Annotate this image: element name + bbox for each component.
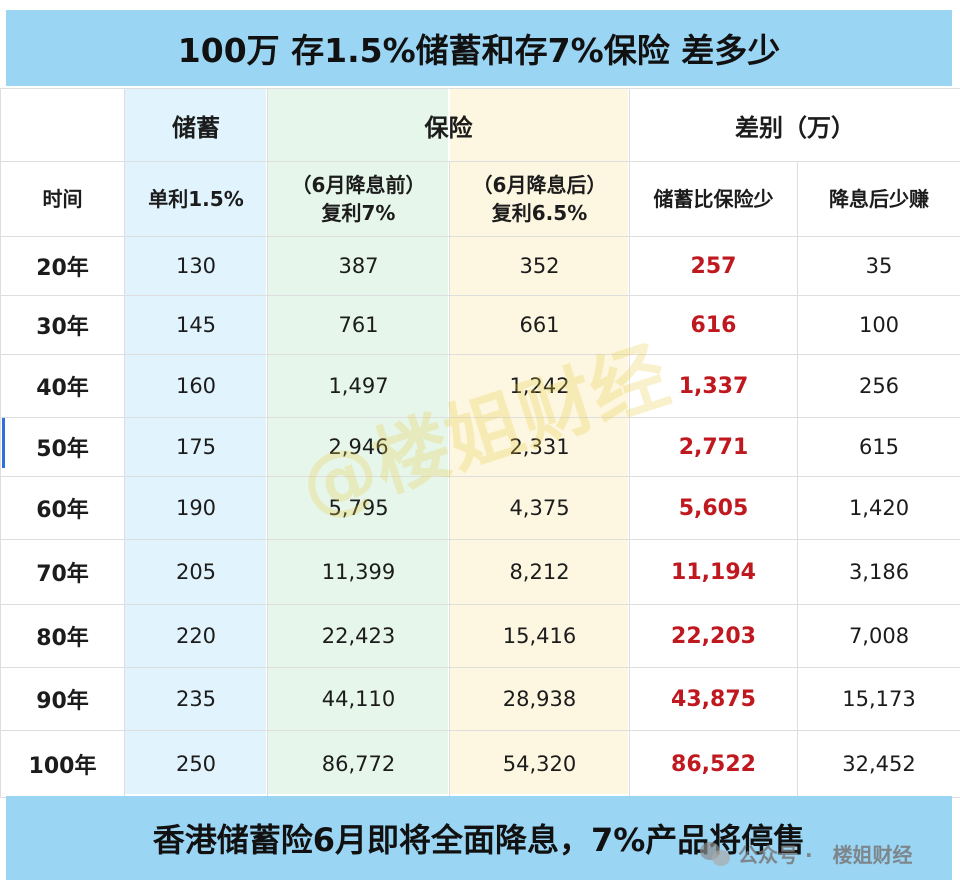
col-header-insurance-before-line1: （6月降息前） — [291, 173, 426, 197]
row-diff-cut-cell: 1,420 — [797, 476, 960, 540]
row-insurance-before-cell: 761 — [267, 295, 450, 355]
row-diff-less-cell: 2,771 — [629, 417, 798, 477]
row-insurance-after-cell: 352 — [449, 236, 630, 296]
col-header-insurance-after-line1: （6月降息后） — [472, 173, 607, 197]
row-savings-cell: 250 — [124, 730, 268, 798]
table-row: 30年 145 761 661 616 100 — [0, 295, 960, 355]
brand-watermark: 公众号 · 楼姐财经 — [700, 838, 913, 868]
footer-banner: 香港储蓄险6月即将全面降息，7%产品将停售 — [6, 796, 952, 880]
row-savings-cell: 220 — [124, 604, 268, 668]
row-savings-cell: 205 — [124, 539, 268, 605]
row-time-cell: 50年 — [0, 417, 125, 477]
row-time-cell: 90年 — [0, 667, 125, 731]
row-time-cell: 60年 — [0, 476, 125, 540]
row-savings-cell: 190 — [124, 476, 268, 540]
row-diff-cut-cell: 15,173 — [797, 667, 960, 731]
col-header-insurance-before-line2: 复利7% — [321, 201, 396, 225]
table-row: 60年 190 5,795 4,375 5,605 1,420 — [0, 476, 960, 540]
row-time-cell: 30年 — [0, 295, 125, 355]
row-insurance-after-cell: 1,242 — [449, 354, 630, 418]
row-insurance-before-cell: 1,497 — [267, 354, 450, 418]
group-header-diff: 差别（万） — [629, 88, 960, 162]
row-insurance-after-cell: 15,416 — [449, 604, 630, 668]
row-diff-cut-cell: 32,452 — [797, 730, 960, 798]
row-diff-less-cell: 11,194 — [629, 539, 798, 605]
table-row: 40年 160 1,497 1,242 1,337 256 — [0, 354, 960, 418]
empty-corner-cell — [0, 88, 125, 162]
table-row: 70年 205 11,399 8,212 11,194 3,186 — [0, 539, 960, 605]
row-diff-less-cell: 43,875 — [629, 667, 798, 731]
brand-prefix: 公众号 · — [738, 842, 813, 867]
row-diff-cut-cell: 100 — [797, 295, 960, 355]
group-header-savings: 储蓄 — [124, 88, 268, 162]
row-insurance-after-cell: 4,375 — [449, 476, 630, 540]
row-diff-less-cell: 257 — [629, 236, 798, 296]
brand-name: 楼姐财经 — [832, 842, 913, 867]
group-header-row: 储蓄 保险 差别（万） — [0, 88, 960, 162]
row-insurance-before-cell: 86,772 — [267, 730, 450, 798]
row-diff-less-cell: 86,522 — [629, 730, 798, 798]
wechat-icon — [700, 838, 730, 868]
row-insurance-before-cell: 44,110 — [267, 667, 450, 731]
row-insurance-before-cell: 2,946 — [267, 417, 450, 477]
row-insurance-after-cell: 8,212 — [449, 539, 630, 605]
row-diff-less-cell: 5,605 — [629, 476, 798, 540]
row-insurance-before-cell: 5,795 — [267, 476, 450, 540]
row-time-cell: 80年 — [0, 604, 125, 668]
row-savings-cell: 145 — [124, 295, 268, 355]
col-header-savings: 单利1.5% — [124, 161, 268, 237]
row-insurance-after-cell: 661 — [449, 295, 630, 355]
row-savings-cell: 160 — [124, 354, 268, 418]
col-header-insurance-after: （6月降息后） 复利6.5% — [449, 161, 630, 237]
comparison-table: 储蓄 保险 差别（万） 时间 单利1.5% （6月降息前） 复利7% （6月降息… — [0, 88, 960, 798]
row-diff-cut-cell: 3,186 — [797, 539, 960, 605]
table-row: 100年 250 86,772 54,320 86,522 32,452 — [0, 730, 960, 798]
row-savings-cell: 175 — [124, 417, 268, 477]
row-time-cell: 100年 — [0, 730, 125, 798]
table-row: 80年 220 22,423 15,416 22,203 7,008 — [0, 604, 960, 668]
row-time-cell: 40年 — [0, 354, 125, 418]
row-diff-less-cell: 22,203 — [629, 604, 798, 668]
col-header-insurance-after-line2: 复利6.5% — [491, 201, 588, 225]
row-insurance-before-cell: 11,399 — [267, 539, 450, 605]
row-insurance-before-cell: 387 — [267, 236, 450, 296]
table-row: 50年 175 2,946 2,331 2,771 615 — [0, 417, 960, 477]
row-diff-less-cell: 1,337 — [629, 354, 798, 418]
row-diff-less-cell: 616 — [629, 295, 798, 355]
table-row: 90年 235 44,110 28,938 43,875 15,173 — [0, 667, 960, 731]
row-diff-cut-cell: 7,008 — [797, 604, 960, 668]
row-savings-cell: 235 — [124, 667, 268, 731]
row-diff-cut-cell: 35 — [797, 236, 960, 296]
page-title: 100万 存1.5%储蓄和存7%保险 差多少 — [6, 10, 952, 86]
group-header-insurance: 保险 — [267, 88, 630, 162]
col-header-diff-cut: 降息后少赚 — [797, 161, 960, 237]
row-insurance-after-cell: 54,320 — [449, 730, 630, 798]
row-time-cell: 20年 — [0, 236, 125, 296]
row-selection-marker — [2, 418, 5, 468]
row-insurance-after-cell: 28,938 — [449, 667, 630, 731]
row-diff-cut-cell: 615 — [797, 417, 960, 477]
row-time-cell: 70年 — [0, 539, 125, 605]
row-savings-cell: 130 — [124, 236, 268, 296]
column-header-row: 时间 单利1.5% （6月降息前） 复利7% （6月降息后） 复利6.5% 储蓄… — [0, 161, 960, 237]
col-header-diff-less: 储蓄比保险少 — [629, 161, 798, 237]
row-diff-cut-cell: 256 — [797, 354, 960, 418]
col-header-time: 时间 — [0, 161, 125, 237]
row-insurance-before-cell: 22,423 — [267, 604, 450, 668]
table-row: 20年 130 387 352 257 35 — [0, 236, 960, 296]
col-header-insurance-before: （6月降息前） 复利7% — [267, 161, 450, 237]
row-insurance-after-cell: 2,331 — [449, 417, 630, 477]
